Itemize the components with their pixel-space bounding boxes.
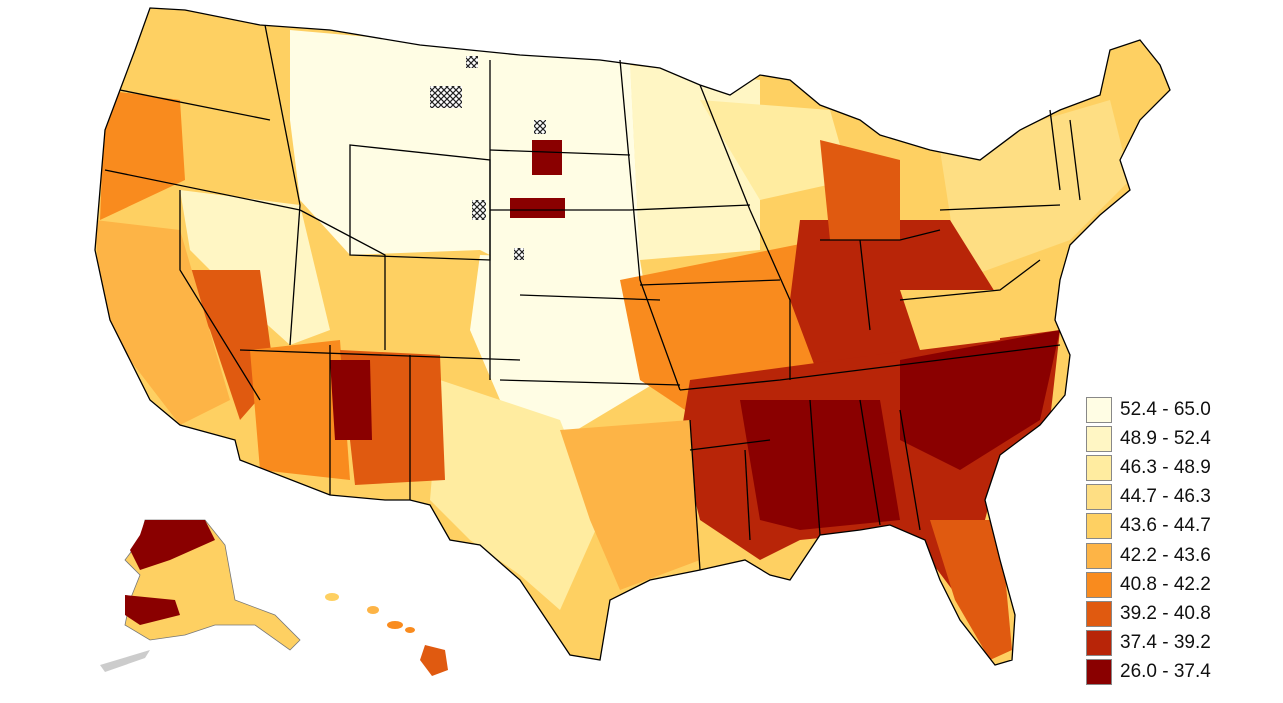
alaska bbox=[100, 519, 301, 672]
legend-label: 46.3 - 48.9 bbox=[1120, 456, 1211, 478]
legend-label: 39.2 - 40.8 bbox=[1120, 602, 1211, 624]
legend-label: 42.2 - 43.6 bbox=[1120, 544, 1211, 566]
legend-item: 42.2 - 43.6 bbox=[1086, 541, 1276, 570]
legend-item: 48.9 - 52.4 bbox=[1086, 424, 1276, 453]
legend-swatch bbox=[1086, 659, 1112, 686]
legend-item: 52.4 - 65.0 bbox=[1086, 395, 1276, 424]
region-central-plains bbox=[470, 255, 660, 440]
region-california bbox=[95, 220, 230, 425]
legend-label: 52.4 - 65.0 bbox=[1120, 398, 1211, 420]
legend: 52.4 - 65.0 48.9 - 52.4 46.3 - 48.9 44.7 - … bbox=[1086, 395, 1276, 687]
region-michigan bbox=[820, 140, 900, 240]
legend-label: 48.9 - 52.4 bbox=[1120, 427, 1211, 449]
legend-swatch bbox=[1086, 425, 1112, 452]
legend-label: 44.7 - 46.3 bbox=[1120, 486, 1211, 508]
no-data-county bbox=[466, 56, 478, 68]
county-dark-sd bbox=[510, 198, 565, 218]
legend-item: 44.7 - 46.3 bbox=[1086, 483, 1276, 512]
region-northern-plains bbox=[290, 30, 640, 270]
region-kentucky-light bbox=[900, 290, 1000, 350]
no-data-county bbox=[514, 248, 524, 260]
region-florida bbox=[930, 520, 1012, 660]
legend-swatch bbox=[1086, 571, 1112, 598]
legend-item: 39.2 - 40.8 bbox=[1086, 599, 1276, 628]
legend-item: 26.0 - 37.4 bbox=[1086, 658, 1276, 687]
legend-swatch bbox=[1086, 454, 1112, 481]
no-data-county bbox=[472, 200, 486, 220]
region-texas-west bbox=[430, 380, 600, 610]
legend-label: 26.0 - 37.4 bbox=[1120, 661, 1211, 683]
region-nm-dark bbox=[330, 360, 372, 440]
region-great-lakes-light bbox=[700, 100, 850, 200]
county-dark-nd bbox=[532, 140, 562, 175]
region-arizona bbox=[250, 340, 350, 480]
region-pacific-northwest bbox=[100, 90, 185, 220]
no-data-county bbox=[430, 86, 462, 108]
region-deep-south bbox=[740, 400, 900, 530]
state-borders bbox=[94, 7, 1171, 666]
legend-swatch bbox=[1086, 542, 1112, 569]
legend-item: 46.3 - 48.9 bbox=[1086, 453, 1276, 482]
region-carolinas bbox=[900, 330, 1060, 470]
legend-swatch bbox=[1086, 484, 1112, 511]
legend-label: 37.4 - 39.2 bbox=[1120, 632, 1211, 654]
legend-label: 43.6 - 44.7 bbox=[1120, 515, 1211, 537]
no-data-county bbox=[534, 120, 546, 134]
legend-swatch bbox=[1086, 513, 1112, 540]
region-east-texas bbox=[560, 420, 700, 590]
hawaii bbox=[325, 593, 448, 676]
legend-swatch bbox=[1086, 600, 1112, 627]
legend-item: 40.8 - 42.2 bbox=[1086, 570, 1276, 599]
legend-label: 40.8 - 42.2 bbox=[1120, 573, 1211, 595]
legend-swatch bbox=[1086, 396, 1112, 423]
legend-swatch bbox=[1086, 630, 1112, 657]
legend-item: 37.4 - 39.2 bbox=[1086, 629, 1276, 658]
legend-item: 43.6 - 44.7 bbox=[1086, 512, 1276, 541]
